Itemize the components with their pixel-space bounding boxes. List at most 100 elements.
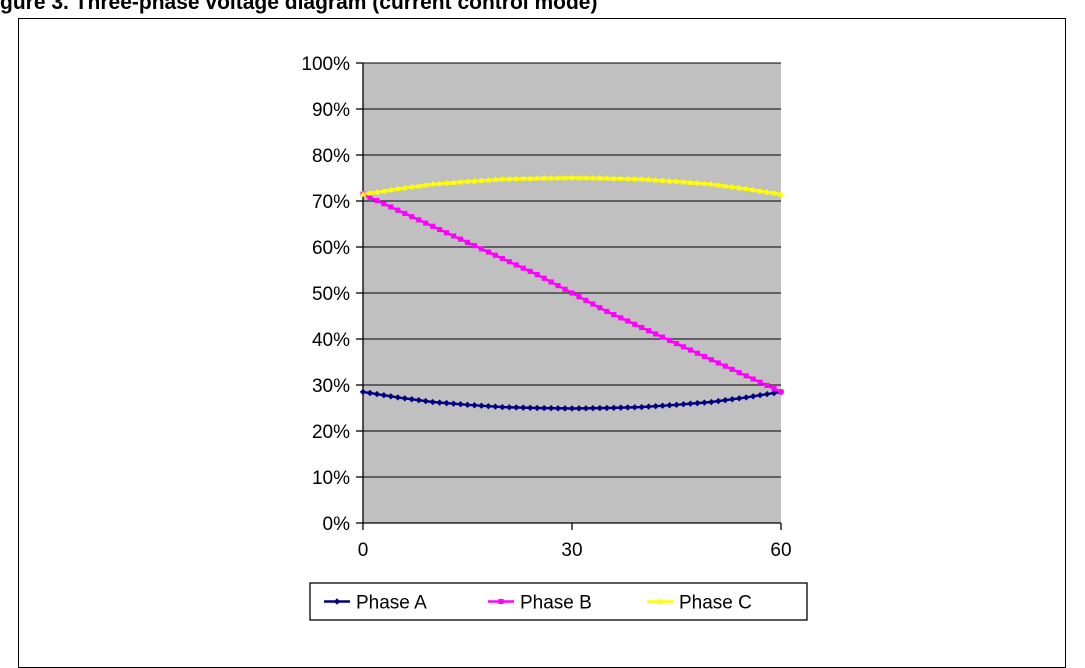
data-point bbox=[380, 392, 388, 399]
data-point bbox=[485, 176, 492, 183]
data-point bbox=[492, 252, 498, 258]
x-tick-label: 0 bbox=[358, 540, 369, 561]
line-chart: 0%10%20%30%40%50%60%70%80%90%100% 0 30 60 … bbox=[301, 54, 808, 621]
data-point bbox=[415, 182, 422, 189]
legend-label: Phase C bbox=[679, 593, 752, 614]
data-point bbox=[506, 259, 512, 265]
data-point bbox=[589, 404, 597, 412]
series-phase-b bbox=[360, 191, 784, 395]
data-point bbox=[408, 396, 415, 403]
chart-frame: 0% 10% 20% 30% 40% 50% 60% 70% 80% 90% 100% 0 30 60 … bbox=[18, 18, 1066, 668]
data-point bbox=[408, 183, 415, 190]
data-point bbox=[429, 180, 436, 187]
data-point bbox=[770, 189, 778, 196]
data-point bbox=[736, 370, 742, 376]
x-tick-label: 60 bbox=[770, 540, 791, 561]
data-point bbox=[436, 180, 443, 186]
y-tick-label: 60% bbox=[312, 238, 350, 259]
data-point bbox=[499, 255, 505, 262]
data-point bbox=[402, 210, 408, 216]
data-point bbox=[596, 404, 604, 412]
data-point bbox=[499, 175, 506, 182]
data-point bbox=[506, 404, 513, 411]
data-point bbox=[687, 347, 693, 353]
data-point bbox=[666, 337, 673, 343]
data-point bbox=[394, 394, 402, 401]
data-point bbox=[387, 186, 395, 193]
data-point bbox=[694, 399, 701, 407]
data-point bbox=[653, 331, 659, 337]
x-axis: 0 30 60 bbox=[358, 522, 792, 561]
data-point bbox=[715, 360, 721, 366]
data-point bbox=[673, 401, 680, 408]
data-point bbox=[708, 180, 715, 187]
series-phase-a bbox=[359, 388, 785, 412]
data-point bbox=[673, 341, 680, 347]
data-point bbox=[722, 396, 729, 404]
data-point bbox=[645, 403, 652, 410]
data-point bbox=[366, 389, 374, 397]
data-point bbox=[520, 265, 526, 271]
data-point bbox=[763, 188, 771, 195]
data-point bbox=[450, 179, 457, 185]
data-point bbox=[763, 390, 771, 398]
data-point bbox=[582, 174, 590, 181]
data-point bbox=[478, 402, 485, 409]
data-point bbox=[589, 174, 597, 181]
data-point bbox=[485, 402, 492, 410]
data-point bbox=[624, 175, 631, 182]
data-point bbox=[409, 214, 415, 220]
data-point bbox=[770, 389, 778, 397]
data-point bbox=[366, 189, 374, 196]
y-axis: 0% 10% 20% 30% 40% 50% 60% 70% 80% 90% 100% bbox=[301, 54, 364, 535]
legend-item: Phase A bbox=[324, 593, 427, 614]
legend-swatch-marker bbox=[656, 598, 664, 605]
data-point bbox=[485, 249, 491, 255]
data-point bbox=[625, 318, 631, 324]
data-point bbox=[520, 175, 527, 181]
data-point bbox=[561, 174, 569, 181]
data-point bbox=[764, 382, 770, 389]
data-point bbox=[373, 188, 381, 195]
data-point bbox=[715, 181, 722, 188]
data-point bbox=[554, 405, 562, 412]
data-point bbox=[756, 187, 764, 194]
data-point bbox=[590, 301, 596, 307]
data-point bbox=[749, 393, 757, 400]
data-point bbox=[471, 243, 478, 249]
data-point bbox=[569, 290, 575, 296]
data-point bbox=[451, 233, 457, 239]
data-point bbox=[394, 185, 402, 192]
y-tick-label: 0% bbox=[323, 514, 351, 535]
data-point bbox=[597, 305, 603, 311]
legend-item: Phase C bbox=[647, 593, 752, 614]
data-point bbox=[639, 324, 645, 331]
data-point bbox=[444, 230, 450, 236]
data-point bbox=[771, 386, 777, 392]
data-point bbox=[631, 404, 638, 411]
data-point bbox=[575, 174, 583, 181]
data-point bbox=[575, 405, 583, 412]
data-point bbox=[554, 174, 562, 181]
figure-caption: gure 3. Three-phase voltage diagram (cur… bbox=[0, 0, 598, 14]
data-point bbox=[478, 177, 485, 183]
data-point bbox=[506, 175, 513, 182]
data-point bbox=[687, 179, 694, 185]
data-point bbox=[499, 403, 506, 411]
data-point bbox=[562, 286, 568, 292]
y-tick-label: 30% bbox=[312, 376, 350, 397]
data-point bbox=[367, 194, 373, 200]
data-point bbox=[415, 396, 422, 404]
data-point bbox=[624, 404, 631, 411]
data-point bbox=[701, 180, 708, 186]
y-tick-label: 90% bbox=[312, 100, 350, 121]
data-point bbox=[527, 268, 533, 274]
data-point bbox=[729, 366, 735, 372]
data-point bbox=[437, 226, 443, 233]
data-point bbox=[743, 373, 749, 379]
data-point bbox=[513, 175, 520, 182]
data-point bbox=[568, 174, 576, 181]
data-point bbox=[395, 207, 401, 213]
legend-item: Phase B bbox=[488, 593, 592, 614]
data-point bbox=[492, 403, 499, 410]
